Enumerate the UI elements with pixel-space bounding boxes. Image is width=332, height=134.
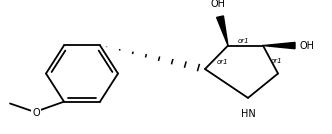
Text: O: O bbox=[32, 107, 40, 118]
Text: OH: OH bbox=[210, 0, 225, 10]
Text: or1: or1 bbox=[271, 58, 283, 64]
Polygon shape bbox=[263, 42, 295, 49]
Text: or1: or1 bbox=[217, 59, 229, 65]
Text: OH: OH bbox=[300, 41, 315, 51]
Polygon shape bbox=[216, 16, 228, 46]
Text: HN: HN bbox=[241, 109, 255, 119]
Text: or1: or1 bbox=[238, 38, 250, 44]
